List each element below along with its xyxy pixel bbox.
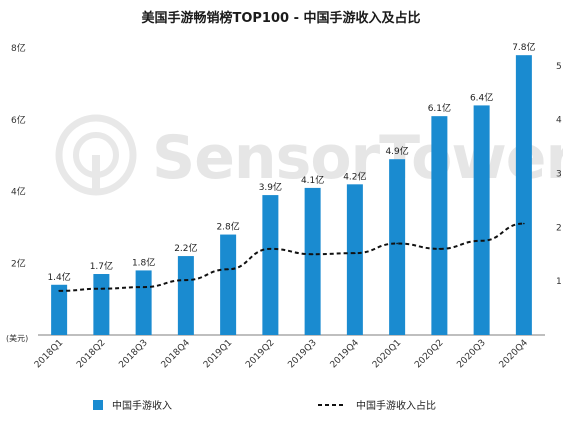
bar-value-label: 4.9亿 xyxy=(385,145,408,157)
bar xyxy=(51,284,68,335)
line-point xyxy=(523,222,525,225)
bar xyxy=(220,234,237,335)
line-point xyxy=(142,286,145,288)
bar xyxy=(431,116,448,335)
y-axis-ticks: 2亿 4亿 6亿 8亿 xyxy=(11,42,26,269)
bar-value-label: 1.4亿 xyxy=(47,271,70,283)
line-series xyxy=(58,222,525,292)
x-tick-label: 2020Q1 xyxy=(371,338,403,370)
bar xyxy=(346,184,363,335)
bar xyxy=(135,270,152,335)
line-point xyxy=(354,252,356,254)
bar xyxy=(304,187,321,335)
chart-title: 美国手游畅销榜TOP100 - 中国手游收入及占比 xyxy=(141,10,420,26)
bar xyxy=(177,256,194,335)
x-tick-label: 2019Q4 xyxy=(329,338,362,371)
x-tick-label: 2019Q3 xyxy=(286,338,318,370)
bar xyxy=(262,195,279,335)
legend-bar-swatch xyxy=(93,400,103,410)
line-point xyxy=(396,242,398,245)
line-point xyxy=(269,248,272,250)
y2-tick-label: 5 xyxy=(556,62,562,72)
x-tick-label: 2020Q3 xyxy=(455,338,487,370)
line-point xyxy=(480,239,483,242)
x-tick-label: 2020Q2 xyxy=(413,338,445,370)
x-tick-label: 2018Q3 xyxy=(117,338,149,370)
x-tick-label: 2020Q4 xyxy=(498,338,531,371)
x-tick-label: 2018Q1 xyxy=(33,338,65,370)
line-point xyxy=(438,248,441,250)
legend: 中国手游收入 中国手游收入占比 xyxy=(93,399,436,412)
bar-value-label: 7.8亿 xyxy=(512,41,535,53)
share-line xyxy=(59,222,524,292)
bar-value-label: 4.1亿 xyxy=(301,174,324,186)
line-point xyxy=(227,268,229,271)
legend-bar-label: 中国手游收入 xyxy=(112,399,172,412)
bar-value-label: 1.7亿 xyxy=(90,260,113,272)
bar-value-label: 2.8亿 xyxy=(216,221,239,233)
bar-value-label: 1.8亿 xyxy=(132,256,155,268)
x-axis-ticks: 2018Q1 2018Q2 2018Q3 2018Q4 2019Q1 2019Q2 2019… xyxy=(33,338,530,371)
y-tick-label: 4亿 xyxy=(11,186,26,198)
y2-tick-label: 4 xyxy=(556,116,562,126)
line-point xyxy=(185,279,187,281)
line-point xyxy=(311,253,314,256)
secondary-y-axis-ticks: 1 2 3 4 5 xyxy=(556,62,562,287)
x-tick-label: 2018Q2 xyxy=(75,338,107,370)
bar-value-label: 2.2亿 xyxy=(174,242,197,254)
x-tick-label: 2019Q1 xyxy=(202,338,234,370)
watermark-text: SensorTower xyxy=(152,123,563,193)
y-tick-label: 8亿 xyxy=(11,42,26,54)
bar xyxy=(389,159,406,335)
y2-tick-label: 2 xyxy=(556,223,562,233)
y-axis-unit-label: (美元) xyxy=(6,333,28,343)
x-tick-label: 2018Q4 xyxy=(160,338,193,371)
bar-data-labels: 1.4亿 1.7亿 1.8亿 2.2亿 2.8亿 3.9亿 4.1亿 4.2亿 4.9亿 6.1亿… xyxy=(47,41,535,283)
y-tick-label: 2亿 xyxy=(11,257,26,269)
bar-value-label: 6.4亿 xyxy=(470,91,493,103)
bar-value-label: 6.1亿 xyxy=(428,102,451,114)
y-tick-label: 6亿 xyxy=(11,114,26,126)
bar-series xyxy=(51,55,532,336)
y2-tick-label: 1 xyxy=(556,277,562,287)
bar xyxy=(473,105,490,336)
x-tick-label: 2019Q2 xyxy=(244,338,276,370)
bar-value-label: 4.2亿 xyxy=(343,170,366,182)
bar-value-label: 3.9亿 xyxy=(259,181,282,193)
bar xyxy=(93,274,110,335)
bar xyxy=(515,55,532,336)
y2-tick-label: 3 xyxy=(556,169,562,179)
line-point xyxy=(58,290,60,292)
line-point xyxy=(100,287,103,290)
legend-line-label: 中国手游收入占比 xyxy=(356,399,436,412)
watermark: SensorTower xyxy=(55,114,563,196)
